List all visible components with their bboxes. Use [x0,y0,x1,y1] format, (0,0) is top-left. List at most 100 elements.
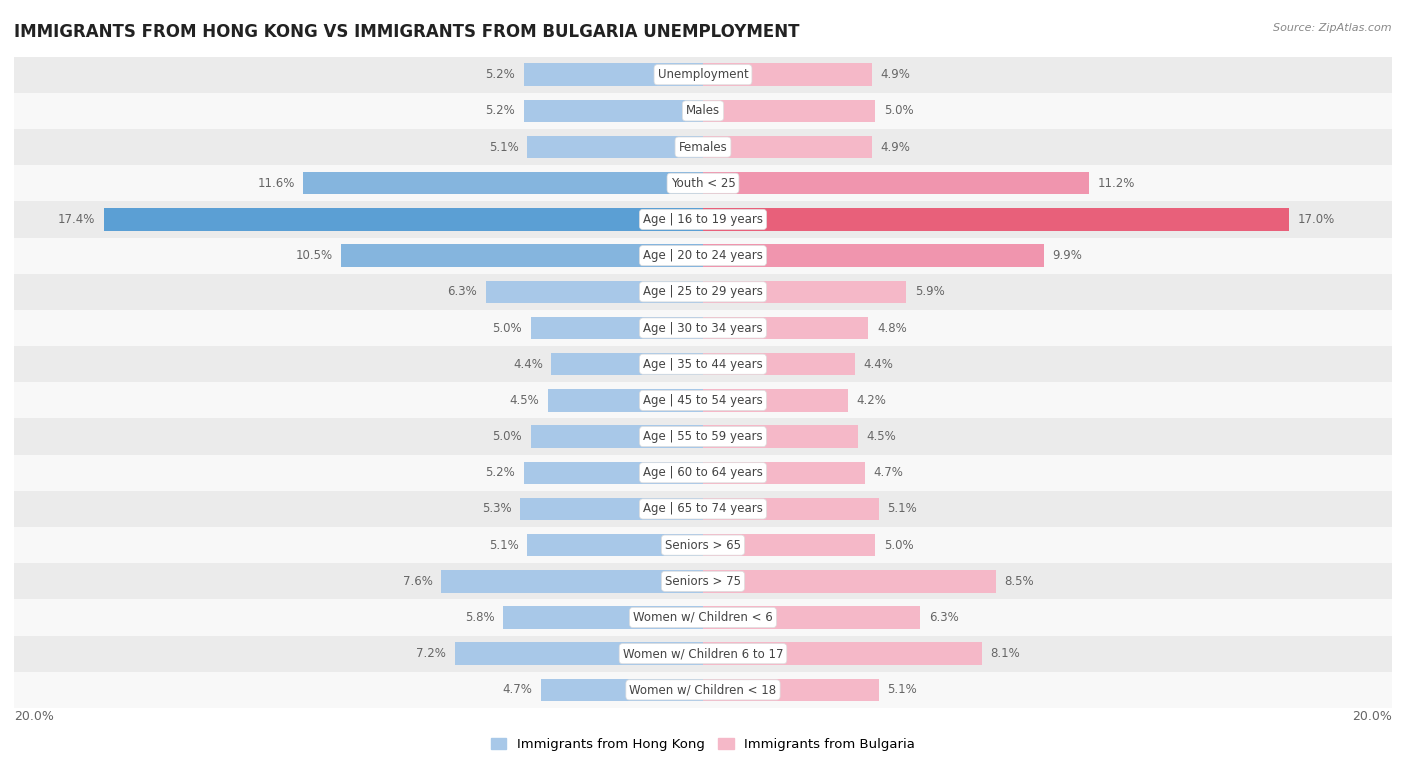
Text: 17.0%: 17.0% [1298,213,1334,226]
Text: 5.0%: 5.0% [492,430,522,443]
Bar [14,671,1392,708]
Text: 20.0%: 20.0% [1353,710,1392,723]
Text: Age | 30 to 34 years: Age | 30 to 34 years [643,322,763,335]
Text: Youth < 25: Youth < 25 [671,177,735,190]
Text: 7.2%: 7.2% [416,647,446,660]
Text: 20.0%: 20.0% [14,710,53,723]
Bar [14,274,1392,310]
Bar [14,129,1392,165]
Bar [14,57,1392,93]
Bar [703,643,981,665]
Text: 4.8%: 4.8% [877,322,907,335]
Text: 5.2%: 5.2% [485,466,515,479]
Text: Women w/ Children < 6: Women w/ Children < 6 [633,611,773,624]
Bar [527,136,703,158]
Bar [531,425,703,448]
Bar [486,281,703,303]
Text: 5.1%: 5.1% [489,141,519,154]
Bar [524,100,703,122]
Bar [703,64,872,86]
Bar [14,636,1392,671]
Text: 5.2%: 5.2% [485,104,515,117]
Text: 4.5%: 4.5% [866,430,897,443]
Text: 8.1%: 8.1% [991,647,1021,660]
Text: Age | 45 to 54 years: Age | 45 to 54 years [643,394,763,407]
Bar [14,419,1392,455]
Bar [104,208,703,231]
Text: 17.4%: 17.4% [58,213,96,226]
Text: 5.8%: 5.8% [465,611,495,624]
Text: 4.5%: 4.5% [509,394,540,407]
Text: Age | 65 to 74 years: Age | 65 to 74 years [643,503,763,516]
Bar [703,570,995,593]
Text: 5.3%: 5.3% [482,503,512,516]
Text: 7.6%: 7.6% [402,575,433,587]
Bar [703,172,1088,195]
Bar [703,353,855,375]
Text: 5.1%: 5.1% [489,539,519,552]
Text: 11.2%: 11.2% [1098,177,1135,190]
Bar [703,606,920,629]
Bar [703,100,875,122]
Text: Age | 60 to 64 years: Age | 60 to 64 years [643,466,763,479]
Bar [703,316,869,339]
Bar [703,497,879,520]
Bar [14,491,1392,527]
Legend: Immigrants from Hong Kong, Immigrants from Bulgaria: Immigrants from Hong Kong, Immigrants fr… [491,738,915,751]
Text: 10.5%: 10.5% [295,249,333,262]
Bar [703,208,1289,231]
Text: Women w/ Children 6 to 17: Women w/ Children 6 to 17 [623,647,783,660]
Bar [548,389,703,412]
Text: 5.1%: 5.1% [887,503,917,516]
Text: 4.4%: 4.4% [513,358,543,371]
Bar [703,281,907,303]
Text: 5.0%: 5.0% [884,104,914,117]
Bar [551,353,703,375]
Bar [456,643,703,665]
Text: 6.3%: 6.3% [928,611,959,624]
Text: Females: Females [679,141,727,154]
Text: 4.2%: 4.2% [856,394,886,407]
Bar [14,382,1392,419]
Text: Age | 55 to 59 years: Age | 55 to 59 years [643,430,763,443]
Text: 9.9%: 9.9% [1053,249,1083,262]
Bar [14,165,1392,201]
Text: 4.4%: 4.4% [863,358,893,371]
Text: IMMIGRANTS FROM HONG KONG VS IMMIGRANTS FROM BULGARIA UNEMPLOYMENT: IMMIGRANTS FROM HONG KONG VS IMMIGRANTS … [14,23,800,41]
Text: 5.0%: 5.0% [492,322,522,335]
Text: 4.9%: 4.9% [880,141,910,154]
Bar [14,310,1392,346]
Text: Age | 25 to 29 years: Age | 25 to 29 years [643,285,763,298]
Bar [703,136,872,158]
Text: 4.7%: 4.7% [873,466,904,479]
Bar [527,534,703,556]
Text: 5.1%: 5.1% [887,684,917,696]
Text: 5.2%: 5.2% [485,68,515,81]
Bar [703,425,858,448]
Text: 4.7%: 4.7% [502,684,533,696]
Text: 6.3%: 6.3% [447,285,478,298]
Text: Seniors > 65: Seniors > 65 [665,539,741,552]
Text: Source: ZipAtlas.com: Source: ZipAtlas.com [1274,23,1392,33]
Bar [524,64,703,86]
Text: Age | 16 to 19 years: Age | 16 to 19 years [643,213,763,226]
Bar [14,563,1392,600]
Bar [14,455,1392,491]
Text: Seniors > 75: Seniors > 75 [665,575,741,587]
Text: Age | 35 to 44 years: Age | 35 to 44 years [643,358,763,371]
Text: Women w/ Children < 18: Women w/ Children < 18 [630,684,776,696]
Text: 11.6%: 11.6% [257,177,295,190]
Bar [14,346,1392,382]
Bar [14,527,1392,563]
Bar [703,679,879,701]
Bar [703,245,1045,267]
Text: Age | 20 to 24 years: Age | 20 to 24 years [643,249,763,262]
Bar [531,316,703,339]
Bar [14,600,1392,636]
Bar [342,245,703,267]
Bar [14,93,1392,129]
Bar [14,238,1392,274]
Text: Males: Males [686,104,720,117]
Bar [703,389,848,412]
Bar [541,679,703,701]
